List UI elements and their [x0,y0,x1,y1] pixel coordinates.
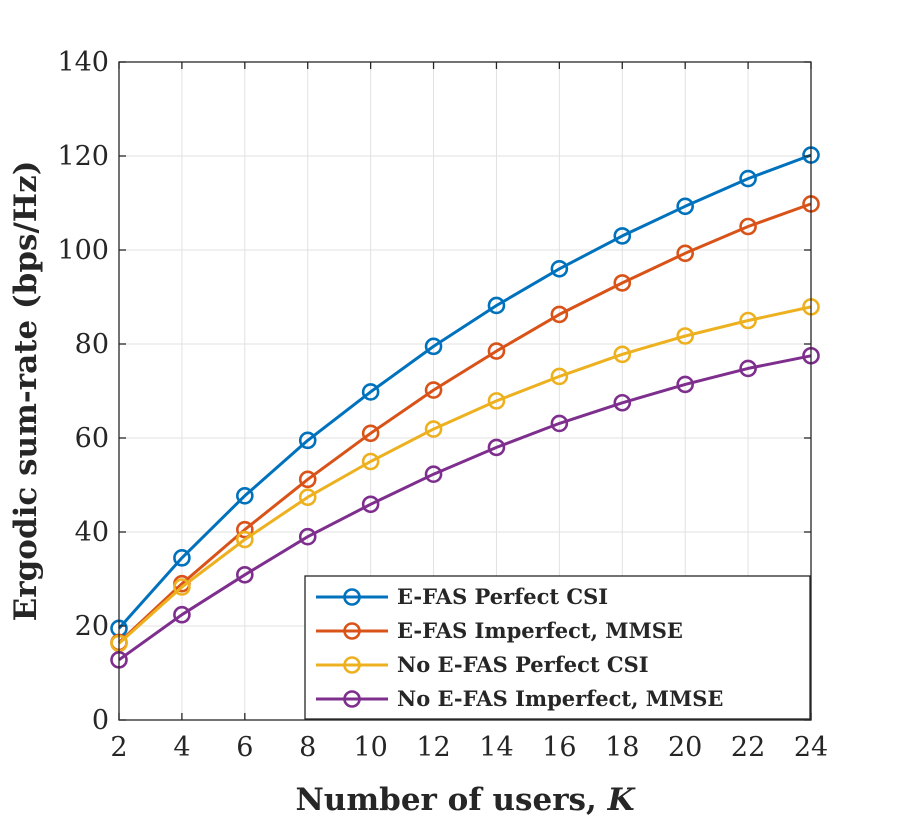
data-point [298,431,317,450]
legend-label: E-FAS Perfect CSI [397,584,608,609]
plot-frame [118,61,812,721]
data-point [676,375,694,394]
series-4 [110,346,820,669]
data-point [487,438,506,457]
x-tick-label: 2 [110,732,127,763]
x-tick-label: 14 [479,732,513,763]
x-tick-label: 10 [353,732,387,763]
y-tick-label: 0 [92,705,109,736]
data-point [676,327,694,345]
data-point [424,465,443,483]
data-point [550,259,569,278]
data-point [550,414,569,433]
data-point [236,565,254,584]
y-tick-label: 80 [75,329,109,360]
y-tick-label: 40 [75,517,109,548]
data-point [487,392,506,410]
y-tick-label: 100 [57,235,109,266]
legend-marker [343,690,361,708]
series-line [117,202,812,644]
data-point [236,520,254,539]
legend-marker [343,622,361,640]
legend-entry: No E-FAS Imperfect, MMSE [316,686,723,711]
data-point [298,470,317,489]
data-point [173,605,191,624]
series-line [118,354,812,662]
data-point [550,305,569,324]
x-axis-label-variable: K [607,782,636,818]
legend-entry: E-FAS Imperfect, MMSE [316,618,683,643]
x-tick-label: 22 [731,732,765,763]
y-tick-label: 140 [57,47,109,78]
y-axis-label: Ergodic sum-rate (bps/Hz) [8,161,44,622]
data-point [361,452,380,471]
data-point [173,578,191,596]
data-point [173,549,191,567]
x-tick-label: 20 [668,732,702,763]
data-point [361,424,380,443]
y-tick-label: 120 [57,141,109,172]
data-point [298,488,317,507]
data-point [424,337,443,356]
data-point [236,530,254,549]
y-tick-label: 60 [75,423,109,454]
data-point [613,345,632,364]
data-point [613,274,632,292]
data-point [236,487,254,505]
legend: E-FAS Perfect CSI E-FAS Imperfect, MMSE No… [304,575,811,720]
series-3 [110,298,820,653]
data-point [676,244,694,263]
x-tick-label: 8 [299,732,316,763]
x-tick-label: 16 [542,732,576,763]
legend-label: No E-FAS Perfect CSI [397,652,649,677]
data-point [739,311,757,330]
data-point [487,342,506,360]
legend-marker [343,588,361,606]
series-line [117,305,812,645]
x-tick-label: 24 [794,732,828,763]
x-axis-label: Number of users, K [295,782,635,818]
y-tick-label: 20 [75,611,109,642]
series-1 [110,146,820,638]
legend-label: No E-FAS Imperfect, MMSE [397,686,723,711]
x-tick-label: 6 [236,732,253,763]
data-point [361,383,380,401]
x-tick-label: 4 [173,732,190,763]
data-point [676,197,694,216]
data-point [298,527,317,546]
data-point [424,381,443,399]
legend-box [304,575,811,720]
legend-entry: No E-FAS Perfect CSI [316,652,649,677]
legend-entry: E-FAS Perfect CSI [316,584,608,609]
series-line [117,153,812,630]
data-point [424,420,443,438]
data-point [487,296,506,315]
data-point [361,495,380,514]
x-tick-label: 18 [605,732,639,763]
y-tick-labels: 0 20 40 60 80 100 120 140 [57,47,109,736]
data-point [739,359,757,378]
series-layer [110,146,820,669]
x-tick-labels: 2 4 6 8 10 12 14 16 18 20 22 24 [110,732,828,763]
data-point [739,217,757,236]
legend-label: E-FAS Imperfect, MMSE [397,618,683,643]
data-point [550,367,569,386]
legend-marker [343,656,361,674]
data-point [613,227,632,245]
data-point [739,169,757,188]
x-tick-label: 12 [416,732,450,763]
data-point [613,393,632,412]
